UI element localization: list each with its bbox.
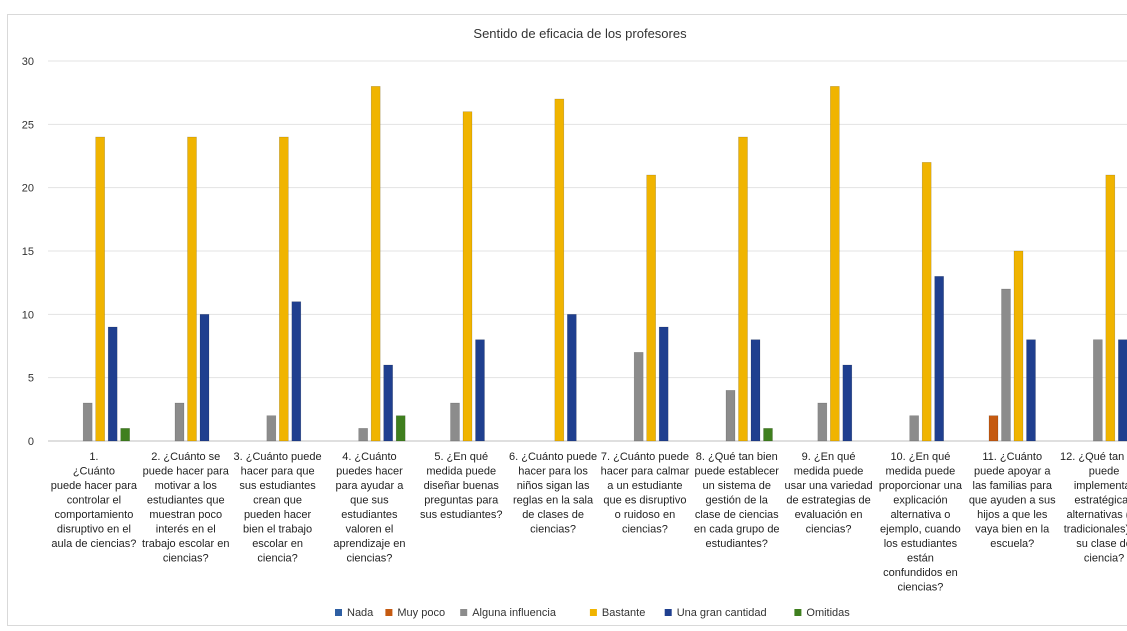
legend-label-omitidas: Omitidas bbox=[806, 607, 850, 619]
bar-alguna-influencia-cat-10 bbox=[909, 415, 919, 442]
legend-swatch-una-gran-cantidad bbox=[664, 609, 672, 616]
bar-alguna-influencia-cat-1 bbox=[82, 402, 93, 442]
bar-omitidas-cat-4 bbox=[395, 415, 406, 442]
bar-una-gran-cantidad-cat-5 bbox=[475, 339, 485, 442]
bar-alguna-influencia-cat-8 bbox=[725, 390, 736, 442]
x-category-label-6: 6. ¿Cuánto puede hacer para los niños siga… bbox=[509, 451, 597, 536]
x-category-label-2: 2. ¿Cuánto se puede hacer para motivar a l… bbox=[142, 451, 230, 565]
legend-label-nada: Nada bbox=[347, 607, 374, 619]
bar-una-gran-cantidad-cat-7 bbox=[658, 326, 669, 442]
bar-una-gran-cantidad-cat-8 bbox=[750, 339, 761, 442]
bar-alguna-influencia-cat-5 bbox=[450, 402, 460, 442]
legend-label-muy-poco: Muy poco bbox=[397, 607, 445, 619]
legend-swatch-bastante bbox=[589, 609, 597, 616]
legend-swatch-nada bbox=[335, 609, 342, 616]
bar-alguna-influencia-cat-12 bbox=[1093, 339, 1103, 442]
y-tick-label-20: 20 bbox=[22, 183, 34, 195]
legend-swatch-omitidas bbox=[794, 609, 802, 616]
y-tick-label-15: 15 bbox=[22, 246, 34, 258]
bar-bastante-cat-1 bbox=[95, 136, 105, 442]
bar-bastante-cat-2 bbox=[187, 136, 197, 442]
bar-omitidas-cat-8 bbox=[763, 428, 773, 442]
legend-label-alguna-influencia: Alguna influencia bbox=[472, 607, 557, 619]
x-category-label-7: 7. ¿Cuánto puede hacer para calmar a un es… bbox=[601, 451, 690, 536]
legend-swatch-alguna-influencia bbox=[460, 609, 468, 616]
x-category-label-8: 8. ¿Qué tan bien puede establecer un siste… bbox=[694, 451, 780, 550]
bar-una-gran-cantidad-cat-4 bbox=[383, 364, 393, 442]
legend-label-una-gran-cantidad: Una gran cantidad bbox=[677, 607, 767, 619]
bar-bastante-cat-10 bbox=[921, 162, 932, 442]
bar-bastante-cat-5 bbox=[462, 111, 473, 442]
x-category-label-3: 3. ¿Cuánto puede hacer para que sus estudi… bbox=[234, 451, 322, 565]
chart-title: Sentido de eficacia de los profesores bbox=[473, 26, 687, 41]
x-category-label-12: 12. ¿Qué tan bienpuedeimplementarestraté… bbox=[1060, 451, 1127, 565]
bar-muy-poco-cat-11 bbox=[988, 415, 999, 442]
bar-bastante-cat-11 bbox=[1013, 250, 1024, 442]
x-category-label-9: 9. ¿En qué medida puede usar una variedad d… bbox=[785, 451, 873, 536]
bar-una-gran-cantidad-cat-11 bbox=[1026, 339, 1036, 442]
bar-alguna-influencia-cat-7 bbox=[633, 352, 644, 442]
bar-una-gran-cantidad-cat-2 bbox=[199, 314, 210, 442]
bar-bastante-cat-8 bbox=[738, 136, 748, 442]
bar-omitidas-cat-1 bbox=[120, 428, 130, 442]
bar-una-gran-cantidad-cat-3 bbox=[291, 301, 302, 442]
y-tick-label-10: 10 bbox=[22, 309, 34, 321]
x-category-label-5: 5. ¿En qué medida puede diseñar buenas preg… bbox=[420, 451, 503, 521]
bar-alguna-influencia-cat-9 bbox=[817, 402, 828, 442]
bar-una-gran-cantidad-cat-9 bbox=[842, 364, 853, 442]
bar-una-gran-cantidad-cat-1 bbox=[107, 326, 118, 442]
bar-alguna-influencia-cat-11 bbox=[1001, 288, 1011, 442]
bar-bastante-cat-3 bbox=[279, 136, 289, 442]
bar-una-gran-cantidad-cat-6 bbox=[567, 314, 577, 442]
bar-bastante-cat-7 bbox=[646, 174, 656, 442]
x-category-label-11: 11. ¿Cuánto puede apoyar a las familias pa… bbox=[969, 451, 1056, 550]
bar-una-gran-cantidad-cat-10 bbox=[934, 276, 944, 442]
bar-bastante-cat-9 bbox=[830, 86, 840, 442]
bar-bastante-cat-6 bbox=[554, 98, 565, 442]
bar-una-gran-cantidad-cat-12 bbox=[1118, 339, 1127, 442]
y-tick-label-25: 25 bbox=[22, 119, 34, 131]
bar-bastante-cat-12 bbox=[1105, 174, 1116, 442]
y-tick-label-0: 0 bbox=[28, 436, 34, 448]
legend-swatch-muy-poco bbox=[385, 609, 393, 616]
bar-alguna-influencia-cat-3 bbox=[266, 415, 277, 442]
legend-label-bastante: Bastante bbox=[602, 607, 645, 619]
x-category-label-10: 10. ¿En qué medida puede proporcionar una e… bbox=[879, 451, 963, 594]
bar-bastante-cat-4 bbox=[370, 86, 381, 442]
bar-alguna-influencia-cat-2 bbox=[174, 402, 185, 442]
y-tick-label-30: 30 bbox=[22, 56, 34, 68]
chart-frame bbox=[7, 14, 1127, 626]
x-category-label-4: 4. ¿Cuánto puedes hacer para ayudar a que s… bbox=[333, 451, 405, 565]
y-tick-label-5: 5 bbox=[28, 373, 34, 385]
bar-alguna-influencia-cat-4 bbox=[358, 428, 368, 442]
x-category-label-1: 1. ¿Cuánto puede hacer para controlar el com… bbox=[51, 451, 138, 550]
